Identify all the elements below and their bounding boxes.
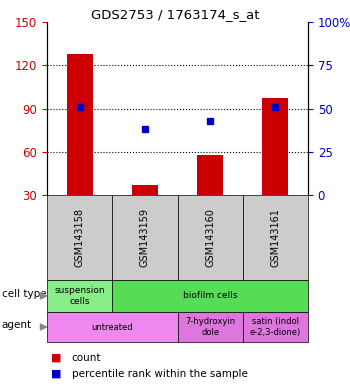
Text: untreated: untreated — [91, 323, 133, 331]
Text: count: count — [71, 353, 101, 363]
Text: GSM143159: GSM143159 — [140, 208, 150, 267]
Bar — [197, 155, 223, 195]
Text: GDS2753 / 1763174_s_at: GDS2753 / 1763174_s_at — [91, 8, 259, 21]
Bar — [132, 185, 158, 195]
Text: suspension
cells: suspension cells — [54, 286, 105, 306]
Bar — [262, 98, 288, 195]
Text: percentile rank within the sample: percentile rank within the sample — [71, 369, 247, 379]
Text: agent: agent — [2, 320, 32, 330]
Text: cell type: cell type — [2, 289, 46, 299]
Text: satin (indol
e-2,3-dione): satin (indol e-2,3-dione) — [250, 317, 301, 337]
Text: ■: ■ — [50, 353, 61, 363]
Text: GSM143161: GSM143161 — [270, 208, 280, 267]
Text: GSM143160: GSM143160 — [205, 208, 215, 267]
Text: 7-hydroxyin
dole: 7-hydroxyin dole — [185, 317, 235, 337]
Text: ■: ■ — [50, 369, 61, 379]
Text: biofilm cells: biofilm cells — [183, 291, 237, 301]
Text: GSM143158: GSM143158 — [75, 208, 85, 267]
Bar — [66, 54, 93, 195]
